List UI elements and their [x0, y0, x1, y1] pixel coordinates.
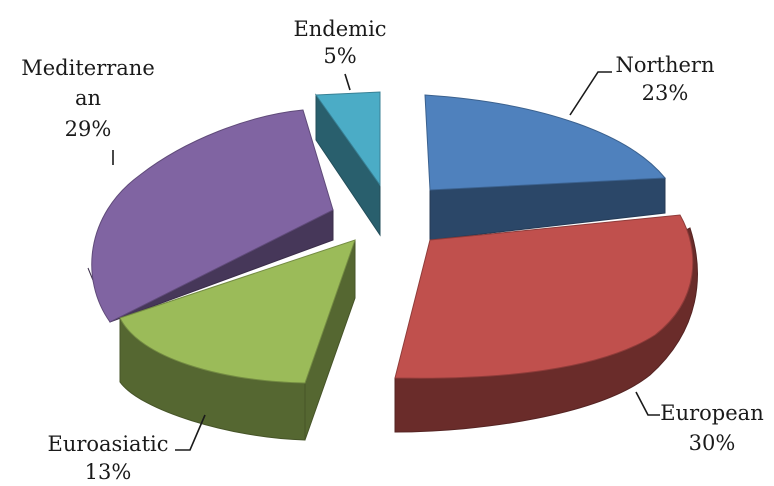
- label-european-value: 30%: [689, 431, 736, 455]
- label-endemic-name: Endemic: [293, 17, 386, 41]
- label-european-name: European: [660, 401, 763, 425]
- label-endemic-value: 5%: [323, 44, 356, 68]
- label-northern-value: 23%: [642, 81, 689, 105]
- leader-european: [635, 391, 660, 416]
- slice-northern: [424, 94, 667, 191]
- slice-endemic: [315, 91, 381, 187]
- leader-endemic: [344, 73, 351, 91]
- label-euroasiatic-name: Euroasiatic: [48, 432, 169, 456]
- slice-tops: [91, 91, 694, 384]
- label-mediterranean-name: Mediterrane an: [21, 56, 155, 110]
- slice-mediterranean: [91, 109, 334, 323]
- data-labels: Endemic 5% Northern 23% Mediterrane an 29…: [21, 17, 763, 484]
- leader-northern: [569, 71, 612, 116]
- slice-euroasiatic: [119, 239, 356, 384]
- leader-lines: [112, 71, 660, 451]
- leader-euroasiatic: [175, 414, 206, 451]
- label-euroasiatic-value: 13%: [85, 460, 132, 484]
- label-mediterranean-value: 29%: [65, 117, 112, 141]
- slice-european: [394, 214, 694, 379]
- label-northern-name: Northern: [615, 53, 714, 77]
